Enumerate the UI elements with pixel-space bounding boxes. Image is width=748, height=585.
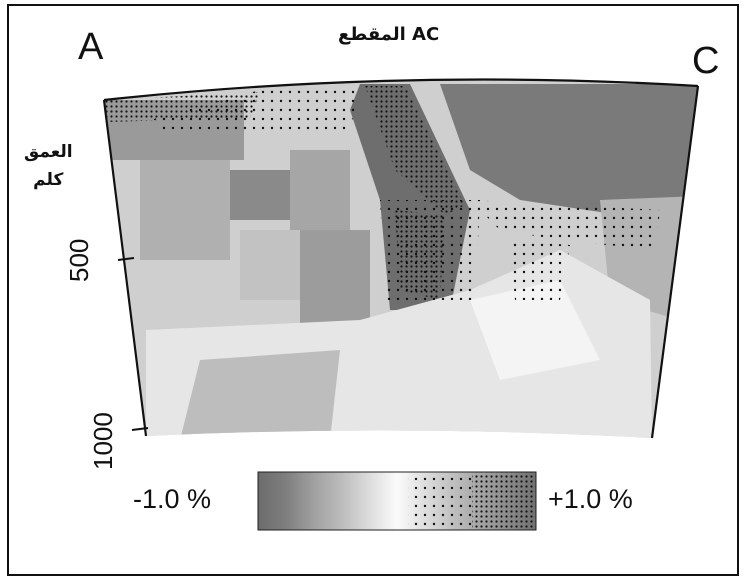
- tick-1000: [131, 427, 149, 431]
- section-title: المقطع AC: [338, 24, 440, 45]
- velocity-anomaly-field: [104, 79, 698, 438]
- left-edge: [102, 99, 148, 437]
- tick-500: [117, 257, 135, 261]
- endpoint-a-label: A: [78, 26, 104, 68]
- depth-axis-label: العمق كلم: [24, 138, 73, 194]
- depth-label-unit: كلم: [33, 170, 64, 190]
- depth-label-line1: العمق: [24, 142, 73, 162]
- scale-min-label: -1.0 %: [133, 484, 212, 514]
- endpoint-c-label: C: [692, 40, 720, 82]
- depth-tick-1000: 1000: [88, 412, 118, 470]
- right-edge: [650, 85, 700, 439]
- scale-max-label: +1.0 %: [548, 484, 633, 514]
- color-scale-bar: [257, 471, 537, 531]
- depth-tick-500: 500: [64, 238, 94, 282]
- surface-arc: [103, 78, 699, 102]
